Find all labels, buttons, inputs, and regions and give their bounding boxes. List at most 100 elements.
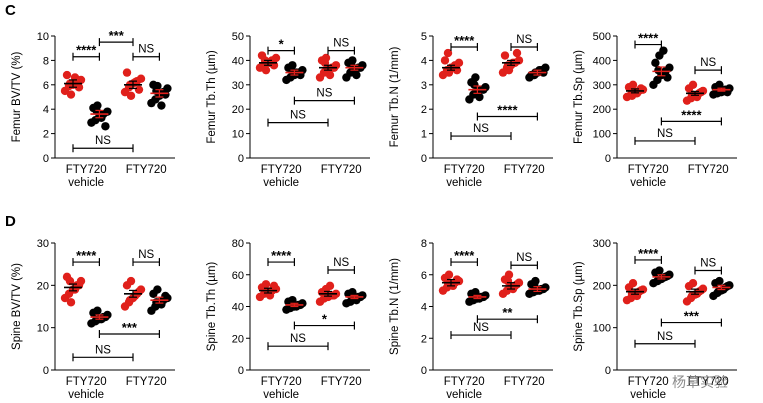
data-point <box>688 279 698 288</box>
data-point <box>654 276 663 285</box>
data-point <box>440 56 450 65</box>
y-tick-label: 0 <box>421 153 427 165</box>
y-tick-label: 2 <box>43 129 49 141</box>
y-tick-label: 60 <box>232 270 244 282</box>
significance-label: **** <box>497 103 518 118</box>
y-tick-label: 300 <box>593 80 611 92</box>
y-axis-label: Spine Tb.Sp (µm) <box>573 261 585 351</box>
x-tick-label: FTY720 <box>444 376 485 388</box>
x-tick-label: FTY720 <box>688 376 729 388</box>
data-point <box>92 315 101 325</box>
data-point <box>125 295 135 305</box>
significance-label: **** <box>681 107 702 122</box>
y-axis-label: Spine BV/TV (%) <box>11 263 23 350</box>
data-point <box>271 53 281 63</box>
significance-label: NS <box>657 128 673 140</box>
data-point <box>471 73 480 82</box>
x-tick-sublabel: vehicle <box>630 389 666 401</box>
y-tick-label: 4 <box>421 55 427 67</box>
y-tick-label: 30 <box>37 238 49 250</box>
significance-label: **** <box>76 248 97 263</box>
significance-label: *** <box>122 320 138 335</box>
x-tick-label: FTY720 <box>66 376 107 388</box>
significance-label: **** <box>638 31 659 46</box>
x-tick-label: FTY720 <box>628 376 669 388</box>
significance-label: *** <box>109 28 125 43</box>
data-point <box>325 281 335 291</box>
x-tick-sublabel: vehicle <box>446 389 482 401</box>
y-tick-label: 6 <box>421 270 427 282</box>
y-tick-label: 200 <box>593 280 611 292</box>
data-point <box>696 87 706 97</box>
x-tick-sublabel: vehicle <box>446 177 482 189</box>
y-tick-label: 0 <box>238 365 244 377</box>
y-tick-label: 100 <box>593 323 611 335</box>
y-tick-label: 1 <box>421 129 427 141</box>
significance-label: NS <box>473 322 489 334</box>
y-tick-label: 200 <box>593 104 611 116</box>
significance-label: NS <box>473 123 489 135</box>
y-tick-label: 4 <box>43 104 49 116</box>
data-point <box>134 287 144 296</box>
y-tick-label: 8 <box>43 55 49 67</box>
y-tick-label: 10 <box>37 323 49 335</box>
significance-label: **** <box>454 248 475 263</box>
x-tick-sublabel: vehicle <box>68 389 104 401</box>
x-tick-sublabel: vehicle <box>263 177 299 189</box>
y-tick-label: 30 <box>232 80 244 92</box>
y-tick-label: 500 <box>593 31 611 43</box>
x-tick-label: FTY720 <box>688 164 729 176</box>
y-axis-label: Femur BV/TV (%) <box>11 51 23 142</box>
significance-label: NS <box>95 344 111 356</box>
y-tick-label: 10 <box>232 129 244 141</box>
data-point <box>443 48 453 58</box>
y-tick-label: 40 <box>232 55 244 67</box>
panel-label-c: C <box>5 2 16 19</box>
x-tick-label: FTY720 <box>504 376 545 388</box>
y-axis-label: Femur Tb.N (1/mm) <box>389 46 401 147</box>
data-point <box>161 291 170 301</box>
data-point <box>136 74 146 83</box>
data-point <box>134 85 144 94</box>
x-tick-label: FTY720 <box>628 164 669 176</box>
significance-label: NS <box>290 333 306 345</box>
y-tick-label: 50 <box>232 31 244 43</box>
data-point <box>126 276 136 286</box>
data-point <box>688 80 698 90</box>
significance-label: NS <box>516 252 532 264</box>
y-tick-label: 5 <box>421 31 427 43</box>
x-tick-sublabel: vehicle <box>630 177 666 189</box>
significance-label: NS <box>333 257 349 269</box>
y-tick-label: 2 <box>421 333 427 345</box>
x-tick-label: FTY720 <box>261 164 302 176</box>
data-point <box>723 281 732 291</box>
data-point <box>101 122 110 131</box>
y-tick-label: 0 <box>421 365 427 377</box>
data-point <box>530 281 539 291</box>
data-point <box>444 270 454 279</box>
data-point <box>122 68 132 77</box>
x-tick-label: FTY720 <box>444 164 485 176</box>
significance-label: NS <box>316 88 332 100</box>
data-point <box>325 70 335 80</box>
significance-label: * <box>322 312 328 327</box>
significance-label: NS <box>290 110 306 122</box>
y-tick-label: 6 <box>43 80 49 92</box>
significance-label: NS <box>138 249 154 261</box>
significance-label: **** <box>76 43 97 58</box>
data-point <box>627 91 637 100</box>
y-tick-label: 2 <box>421 104 427 116</box>
data-point <box>663 73 672 82</box>
y-tick-label: 10 <box>37 31 49 43</box>
data-point <box>500 51 510 60</box>
y-tick-label: 400 <box>593 55 611 67</box>
data-point <box>696 286 706 295</box>
significance-label: NS <box>516 34 532 46</box>
data-point <box>512 280 522 289</box>
y-tick-label: 3 <box>421 80 427 92</box>
